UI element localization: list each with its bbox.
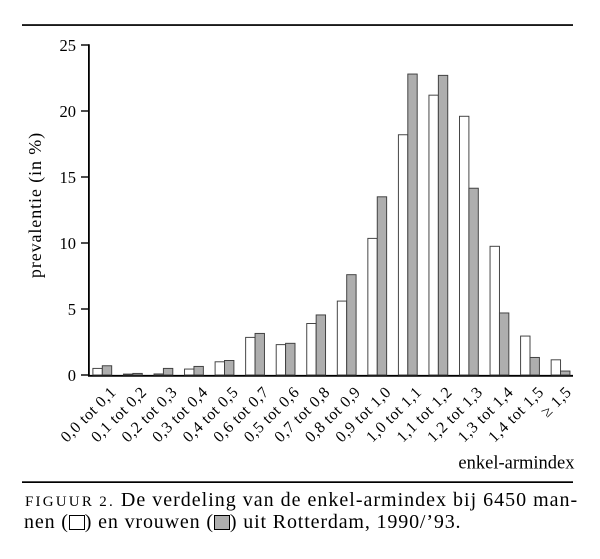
svg-text:≥ 1,5: ≥ 1,5: [538, 384, 575, 421]
svg-text:enkel-armindex: enkel-armindex: [458, 454, 575, 474]
svg-text:15: 15: [60, 168, 77, 187]
svg-text:20: 20: [60, 102, 77, 121]
svg-text:0: 0: [68, 366, 76, 385]
svg-text:25: 25: [60, 36, 77, 55]
svg-text:10: 10: [60, 234, 77, 253]
svg-text:5: 5: [68, 300, 76, 319]
svg-text:prevalentie (in %): prevalentie (in %): [25, 132, 46, 278]
